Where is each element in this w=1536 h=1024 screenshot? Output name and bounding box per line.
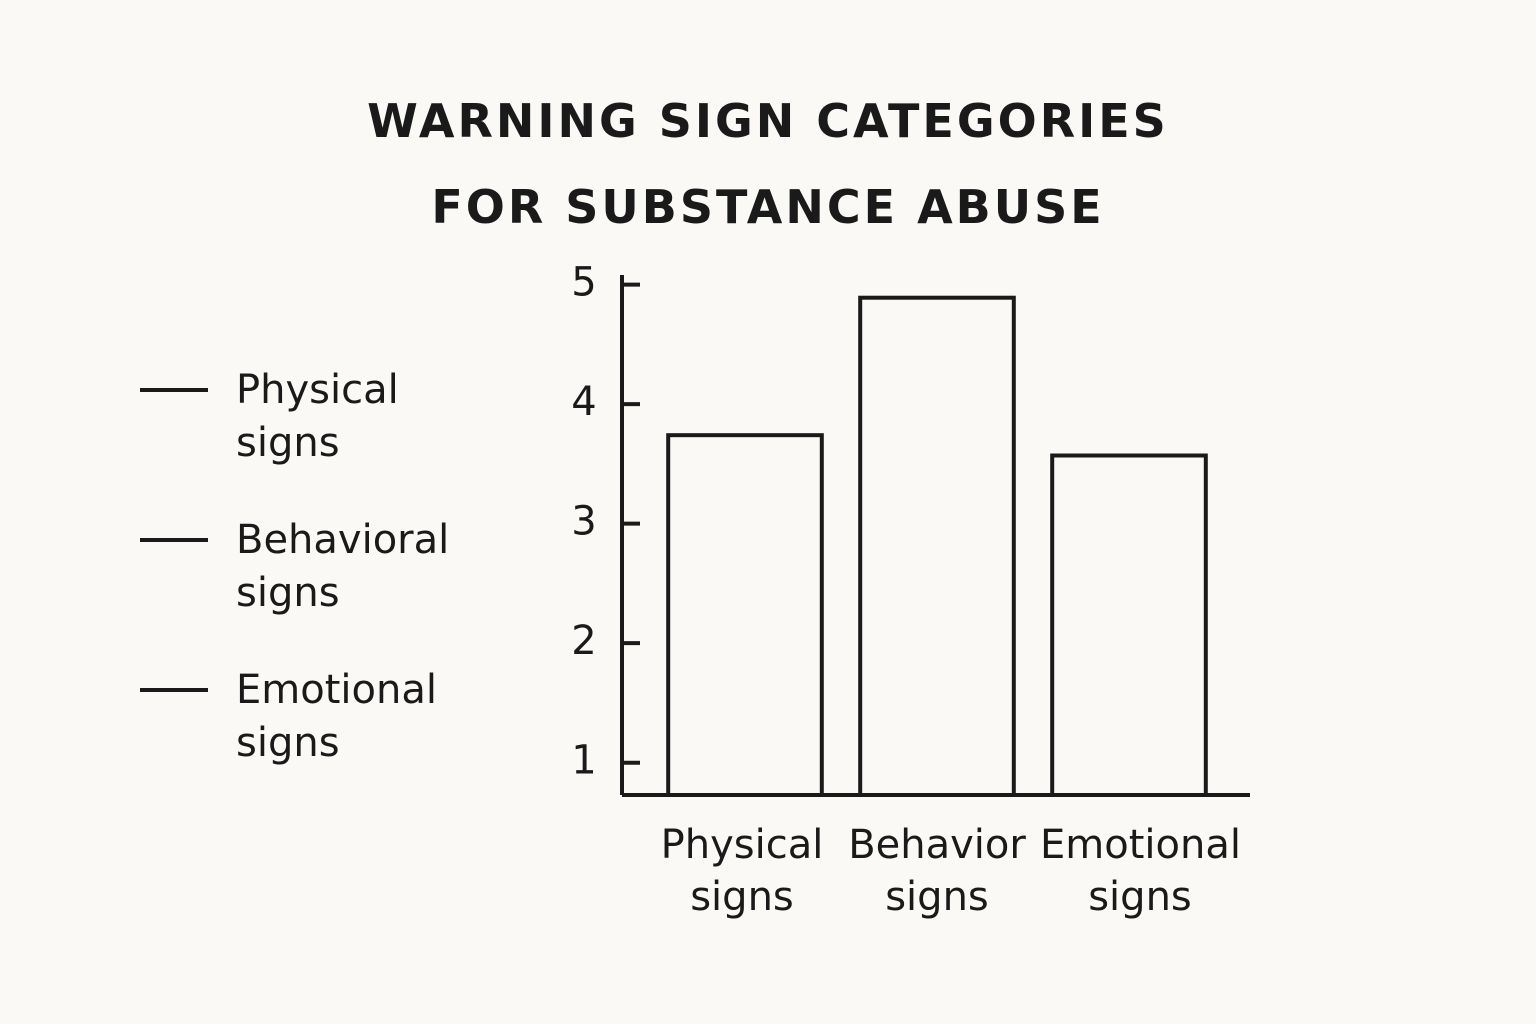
chart-title: WARNING SIGN CATEGORIES FOR SUBSTANCE AB… — [367, 94, 1169, 234]
y-tick-label: 3 — [571, 499, 596, 545]
legend-label: Behavioral signs — [236, 517, 450, 616]
y-tick-label: 4 — [571, 379, 596, 425]
x-tick-label: Emotional signs — [1040, 822, 1241, 920]
x-tick-label: Physical signs — [660, 822, 824, 920]
bar — [1050, 453, 1208, 797]
bar — [666, 433, 824, 797]
x-tick-label: Behavior signs — [848, 822, 1026, 920]
legend-label: Emotional signs — [236, 667, 437, 766]
y-tick-label: 5 — [571, 260, 596, 306]
y-tick-label: 2 — [571, 618, 596, 664]
bar — [858, 295, 1016, 797]
y-tick-label: 1 — [571, 738, 596, 784]
legend-label: Physical signs — [236, 367, 399, 466]
